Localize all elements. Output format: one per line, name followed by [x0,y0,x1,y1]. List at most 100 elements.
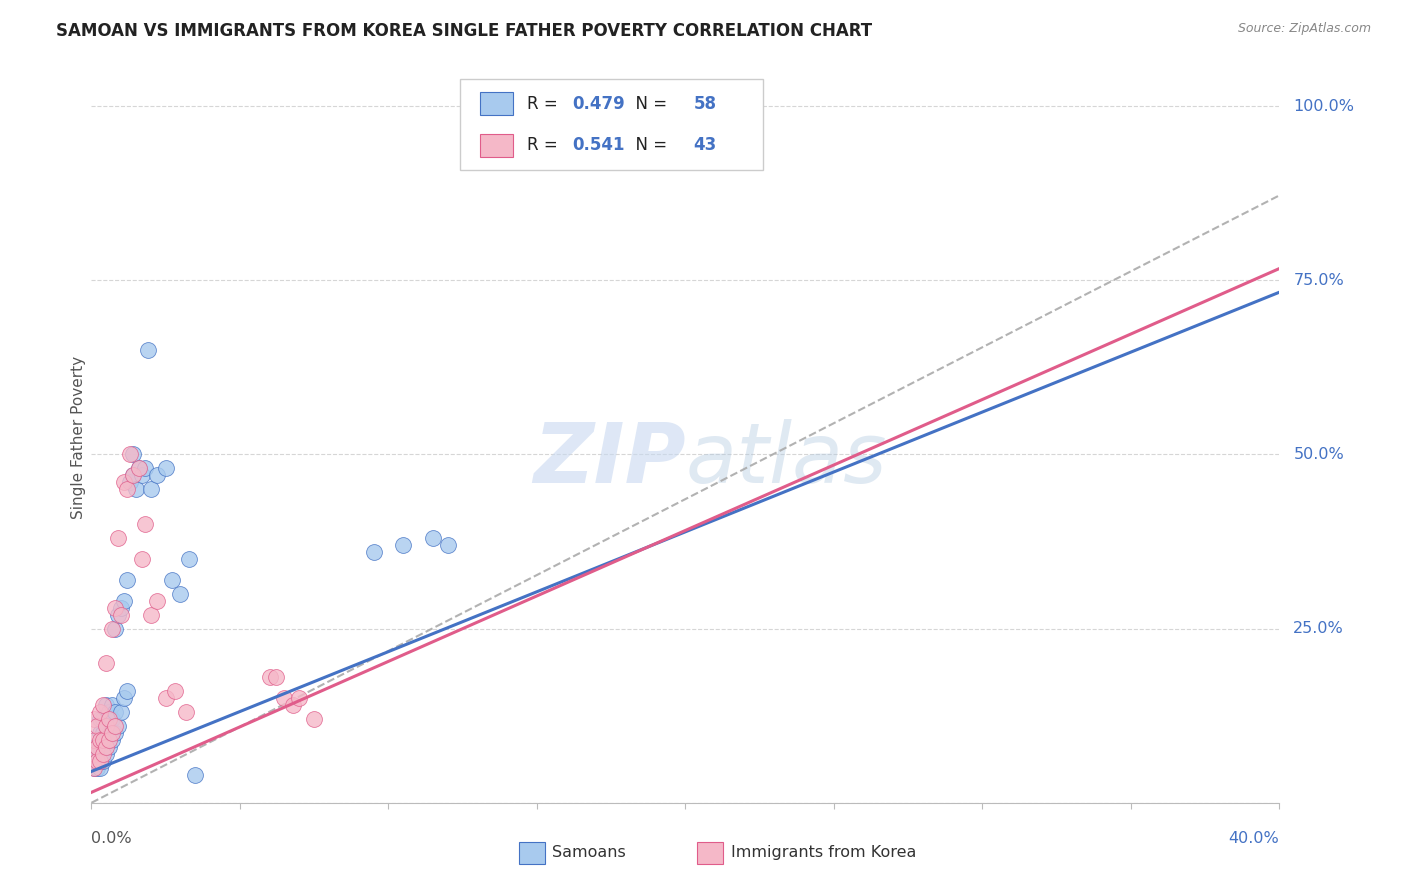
Point [163,684,186,698]
Point [104,600,127,615]
Point [155,461,177,475]
Text: 100.0%: 100.0% [1294,99,1354,113]
Point [98,733,121,747]
Y-axis label: Single Father Poverty: Single Father Poverty [70,356,86,518]
Point [86,754,108,768]
Text: 58: 58 [693,95,717,112]
Point [104,622,127,636]
Point [107,607,129,622]
Point [91,740,114,755]
Point [264,670,287,684]
Point [96,747,118,761]
Point [139,607,162,622]
Point [125,483,148,497]
Point [83,747,105,761]
Point [160,573,183,587]
Point [122,448,145,462]
Point [176,705,198,719]
Point [110,600,132,615]
Point [91,733,114,747]
Text: ZIP: ZIP [533,418,685,500]
Point [118,475,141,490]
Point [283,698,305,713]
Text: N =: N = [624,136,672,154]
Point [96,719,118,733]
Point [86,740,108,755]
Point [83,754,105,768]
Point [131,552,153,566]
Point [96,733,118,747]
Text: N =: N = [624,95,672,112]
Text: Samoans: Samoans [553,845,626,860]
Text: 43: 43 [693,136,717,154]
Point [131,468,153,483]
Point [83,761,105,775]
FancyBboxPatch shape [460,78,762,170]
Text: 0.541: 0.541 [572,136,626,154]
Point [101,698,124,713]
Point [104,719,127,733]
Point [302,712,325,726]
Point [112,594,135,608]
Point [128,461,150,475]
Point [104,705,127,719]
Point [101,622,124,636]
Point [86,754,108,768]
Point [136,343,159,357]
Point [89,747,111,761]
Text: SAMOAN VS IMMIGRANTS FROM KOREA SINGLE FATHER POVERTY CORRELATION CHART: SAMOAN VS IMMIGRANTS FROM KOREA SINGLE F… [56,22,872,40]
Point [496,99,519,113]
Text: 40.0%: 40.0% [1229,830,1279,846]
Point [363,545,385,559]
Point [96,698,118,713]
Point [112,475,135,490]
Point [89,712,111,726]
Point [86,740,108,755]
Point [145,594,167,608]
Point [110,705,132,719]
Text: atlas: atlas [685,418,887,500]
Point [89,754,111,768]
Point [104,726,127,740]
Point [184,768,207,782]
Text: R =: R = [527,136,564,154]
Point [96,719,118,733]
Point [89,740,111,755]
Point [145,468,167,483]
Point [179,552,201,566]
Point [83,712,105,726]
FancyBboxPatch shape [479,92,513,115]
Point [83,740,105,755]
Point [86,719,108,733]
Point [288,691,311,706]
Point [107,531,129,545]
Point [155,691,177,706]
Point [392,538,415,552]
Point [115,684,138,698]
Text: Immigrants from Korea: Immigrants from Korea [731,845,915,860]
Point [107,719,129,733]
Point [91,726,114,740]
Point [98,726,121,740]
FancyBboxPatch shape [519,841,546,863]
Point [86,747,108,761]
Text: 75.0%: 75.0% [1294,273,1344,288]
Point [128,461,150,475]
Text: R =: R = [527,95,564,112]
Point [101,733,124,747]
Point [86,761,108,775]
Point [96,740,118,755]
Text: 0.0%: 0.0% [91,830,132,846]
Point [83,761,105,775]
Point [112,691,135,706]
Point [83,747,105,761]
Point [89,761,111,775]
Point [91,698,114,713]
Text: 50.0%: 50.0% [1294,447,1344,462]
Point [118,448,141,462]
Text: Source: ZipAtlas.com: Source: ZipAtlas.com [1237,22,1371,36]
Text: 25.0%: 25.0% [1294,621,1344,636]
Point [273,691,295,706]
Point [101,726,124,740]
Point [122,468,145,483]
